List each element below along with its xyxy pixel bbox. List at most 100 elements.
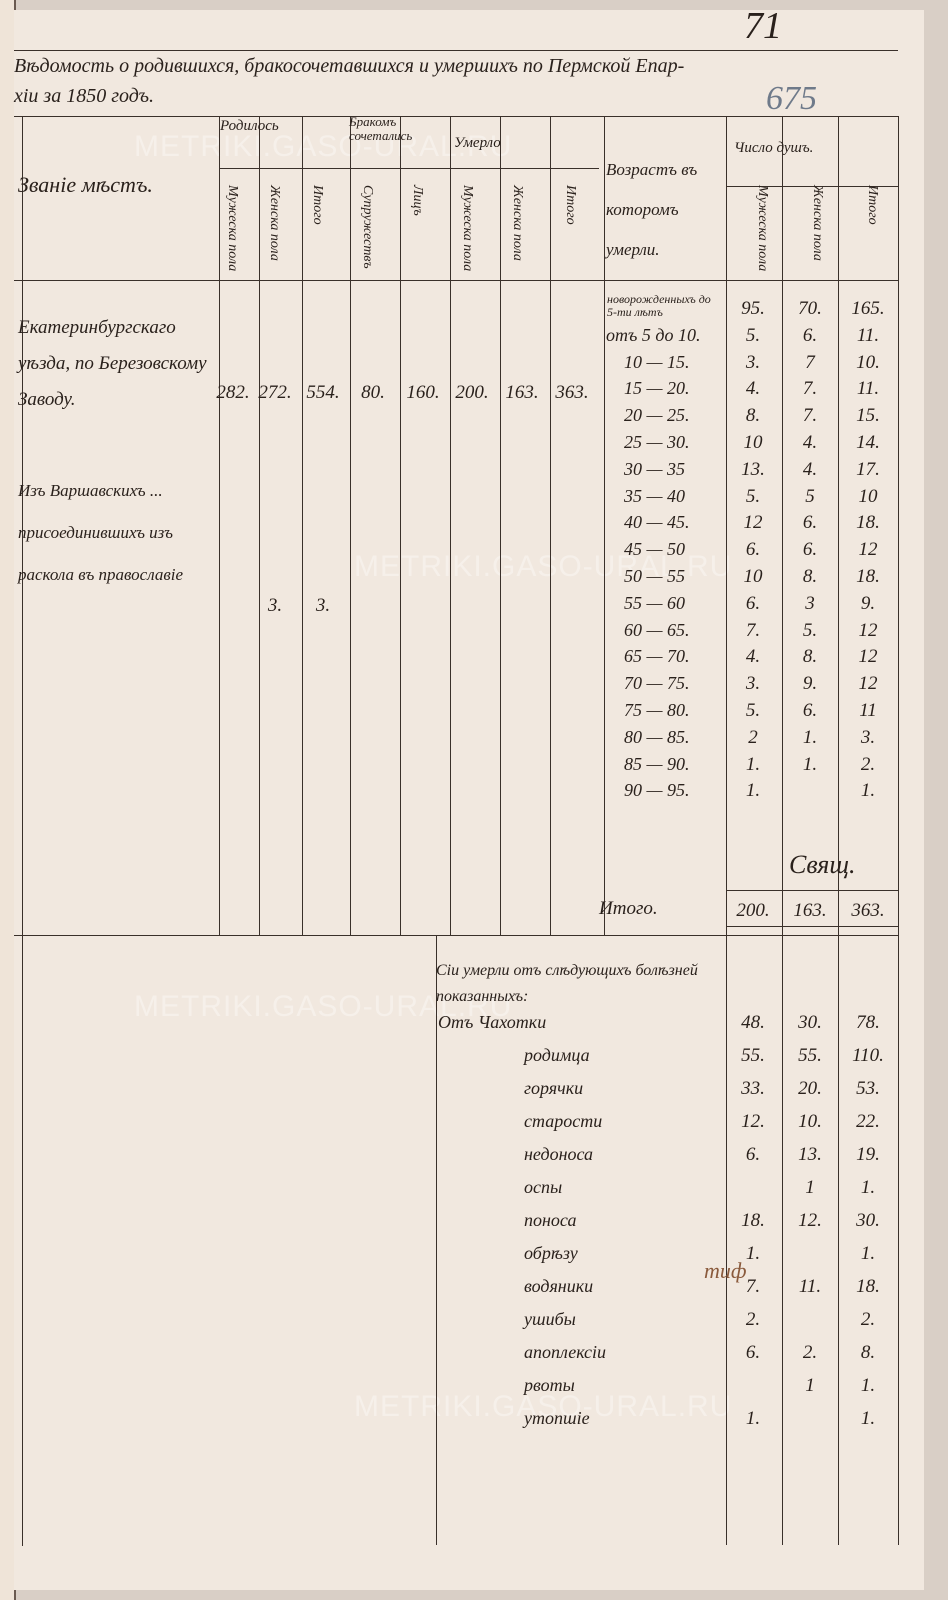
ruled-line-horizontal [14, 116, 898, 118]
total-all: 363. [851, 900, 885, 921]
header-age: Возрастъ въ которомъ умерли. [606, 160, 698, 259]
age-total: 10. [856, 351, 880, 373]
couples: 80. [361, 382, 385, 403]
ruled-line-vertical [782, 116, 784, 936]
ruled-line-vertical [436, 935, 438, 1545]
total-label: Итого. [599, 898, 658, 919]
age-female: 6. [802, 539, 818, 561]
cause-total: 30. [856, 1210, 880, 1231]
age-total: 15. [856, 405, 880, 427]
ruled-line-horizontal [726, 890, 898, 892]
age-female: 8. [802, 566, 818, 587]
cause-female: 11. [798, 1276, 822, 1297]
age-range: 90 — 95. [624, 780, 690, 801]
header-souls-total: Итого [865, 185, 880, 225]
deaths-female: 163. [505, 382, 539, 403]
age-male: 1. [745, 780, 761, 802]
header-deaths: Умерло [454, 135, 501, 151]
header-births-total: Итого [310, 185, 325, 225]
age-range: 50 — 55 [624, 566, 686, 586]
age-female: 5 [805, 485, 815, 507]
age-male: 12 [743, 512, 763, 534]
ruled-line-vertical [259, 116, 261, 936]
cause-name: водяники [524, 1276, 594, 1296]
age-total: 18. [856, 512, 880, 534]
age-female: 7 [805, 351, 815, 373]
age-total: 12 [858, 673, 878, 695]
age-male: 5. [745, 700, 761, 721]
age-range: 10 — 15. [624, 351, 690, 372]
cause-total: 8. [860, 1342, 876, 1363]
age-total: 9. [860, 592, 876, 614]
age-female: 4. [802, 458, 818, 480]
ruled-line-vertical [604, 116, 606, 936]
age-female: 6. [802, 700, 818, 721]
age-range: новорожденныхъ до 5-ти лѣтъ [607, 292, 711, 319]
cause-male: 18. [741, 1210, 765, 1231]
age-male: 1. [745, 753, 761, 775]
age-female: 7. [802, 378, 818, 400]
cause-female: 30. [798, 1012, 822, 1033]
header-souls: Число душъ. [734, 140, 814, 156]
age-total: 11. [856, 324, 880, 346]
cause-male: 1. [745, 1408, 761, 1429]
age-male: 5. [745, 485, 761, 507]
age-total: 11 [859, 700, 877, 721]
age-range: отъ 5 до 10. [606, 324, 701, 345]
cause-male: 55. [741, 1045, 765, 1066]
watermark: METRIKI.GASO-URAL.RU [134, 990, 513, 1023]
deaths-male: 200. [455, 382, 489, 403]
age-range: 70 — 75. [624, 673, 690, 694]
watermark: METRIKI.GASO-URAL.RU [134, 130, 513, 163]
age-male: 95. [741, 298, 765, 319]
cause-name: поноса [524, 1210, 577, 1230]
cause-female: 10. [798, 1111, 822, 1132]
cause-name: Отъ Чахотки [438, 1012, 547, 1032]
header-births-male: Мужеска пола [225, 185, 240, 272]
cause-total: 22. [856, 1111, 880, 1132]
ruled-line-vertical [726, 935, 728, 1545]
births-total-row2: 3. [315, 595, 331, 616]
ruled-line-horizontal [726, 186, 898, 188]
cause-male: 48. [741, 1012, 765, 1033]
births-female: 272. [258, 382, 292, 403]
age-male: 8. [745, 405, 761, 427]
ruled-line-vertical [550, 116, 552, 936]
total-female: 163. [793, 900, 827, 921]
folio-number: 71 [744, 5, 782, 47]
age-male: 13. [741, 458, 765, 480]
births-female-row2: 3. [267, 595, 283, 616]
ruled-line-vertical [219, 116, 221, 936]
age-total: 10 [858, 485, 878, 507]
age-total: 11. [856, 378, 880, 400]
causes-intro: Сіи умерли отъ слѣдующихъ болѣзней показ… [436, 962, 698, 1005]
age-total: 165. [851, 298, 885, 319]
age-total: 12 [858, 646, 878, 668]
age-range: 60 — 65. [624, 619, 690, 640]
age-range: 65 — 70. [624, 646, 690, 667]
age-range: 45 — 50 [624, 539, 686, 560]
cause-total: 19. [856, 1144, 880, 1165]
cause-male: 7. [745, 1276, 761, 1297]
header-births-female: Женска пола [267, 185, 282, 261]
ruled-line-horizontal [14, 935, 898, 937]
ruled-line-horizontal [14, 280, 898, 282]
cause-female: 20. [798, 1078, 822, 1099]
age-male: 2 [748, 726, 758, 748]
age-total: 12 [858, 539, 878, 561]
age-range: 75 — 80. [624, 700, 690, 720]
age-male: 5. [745, 324, 761, 346]
age-female: 4. [802, 432, 818, 453]
cause-female: 12. [798, 1210, 822, 1231]
age-range: 85 — 90. [624, 753, 690, 774]
ruled-line-vertical [898, 116, 900, 936]
age-range: 80 — 85. [624, 726, 690, 747]
age-range: 30 — 35 [624, 458, 686, 479]
cause-male: 2. [745, 1309, 761, 1330]
age-total: 18. [856, 566, 880, 587]
age-range: 35 — 40 [624, 485, 686, 506]
cause-name: старости [524, 1111, 603, 1131]
age-male: 7. [745, 619, 761, 641]
age-female: 3 [805, 592, 815, 614]
ruled-line-vertical [782, 935, 784, 1545]
